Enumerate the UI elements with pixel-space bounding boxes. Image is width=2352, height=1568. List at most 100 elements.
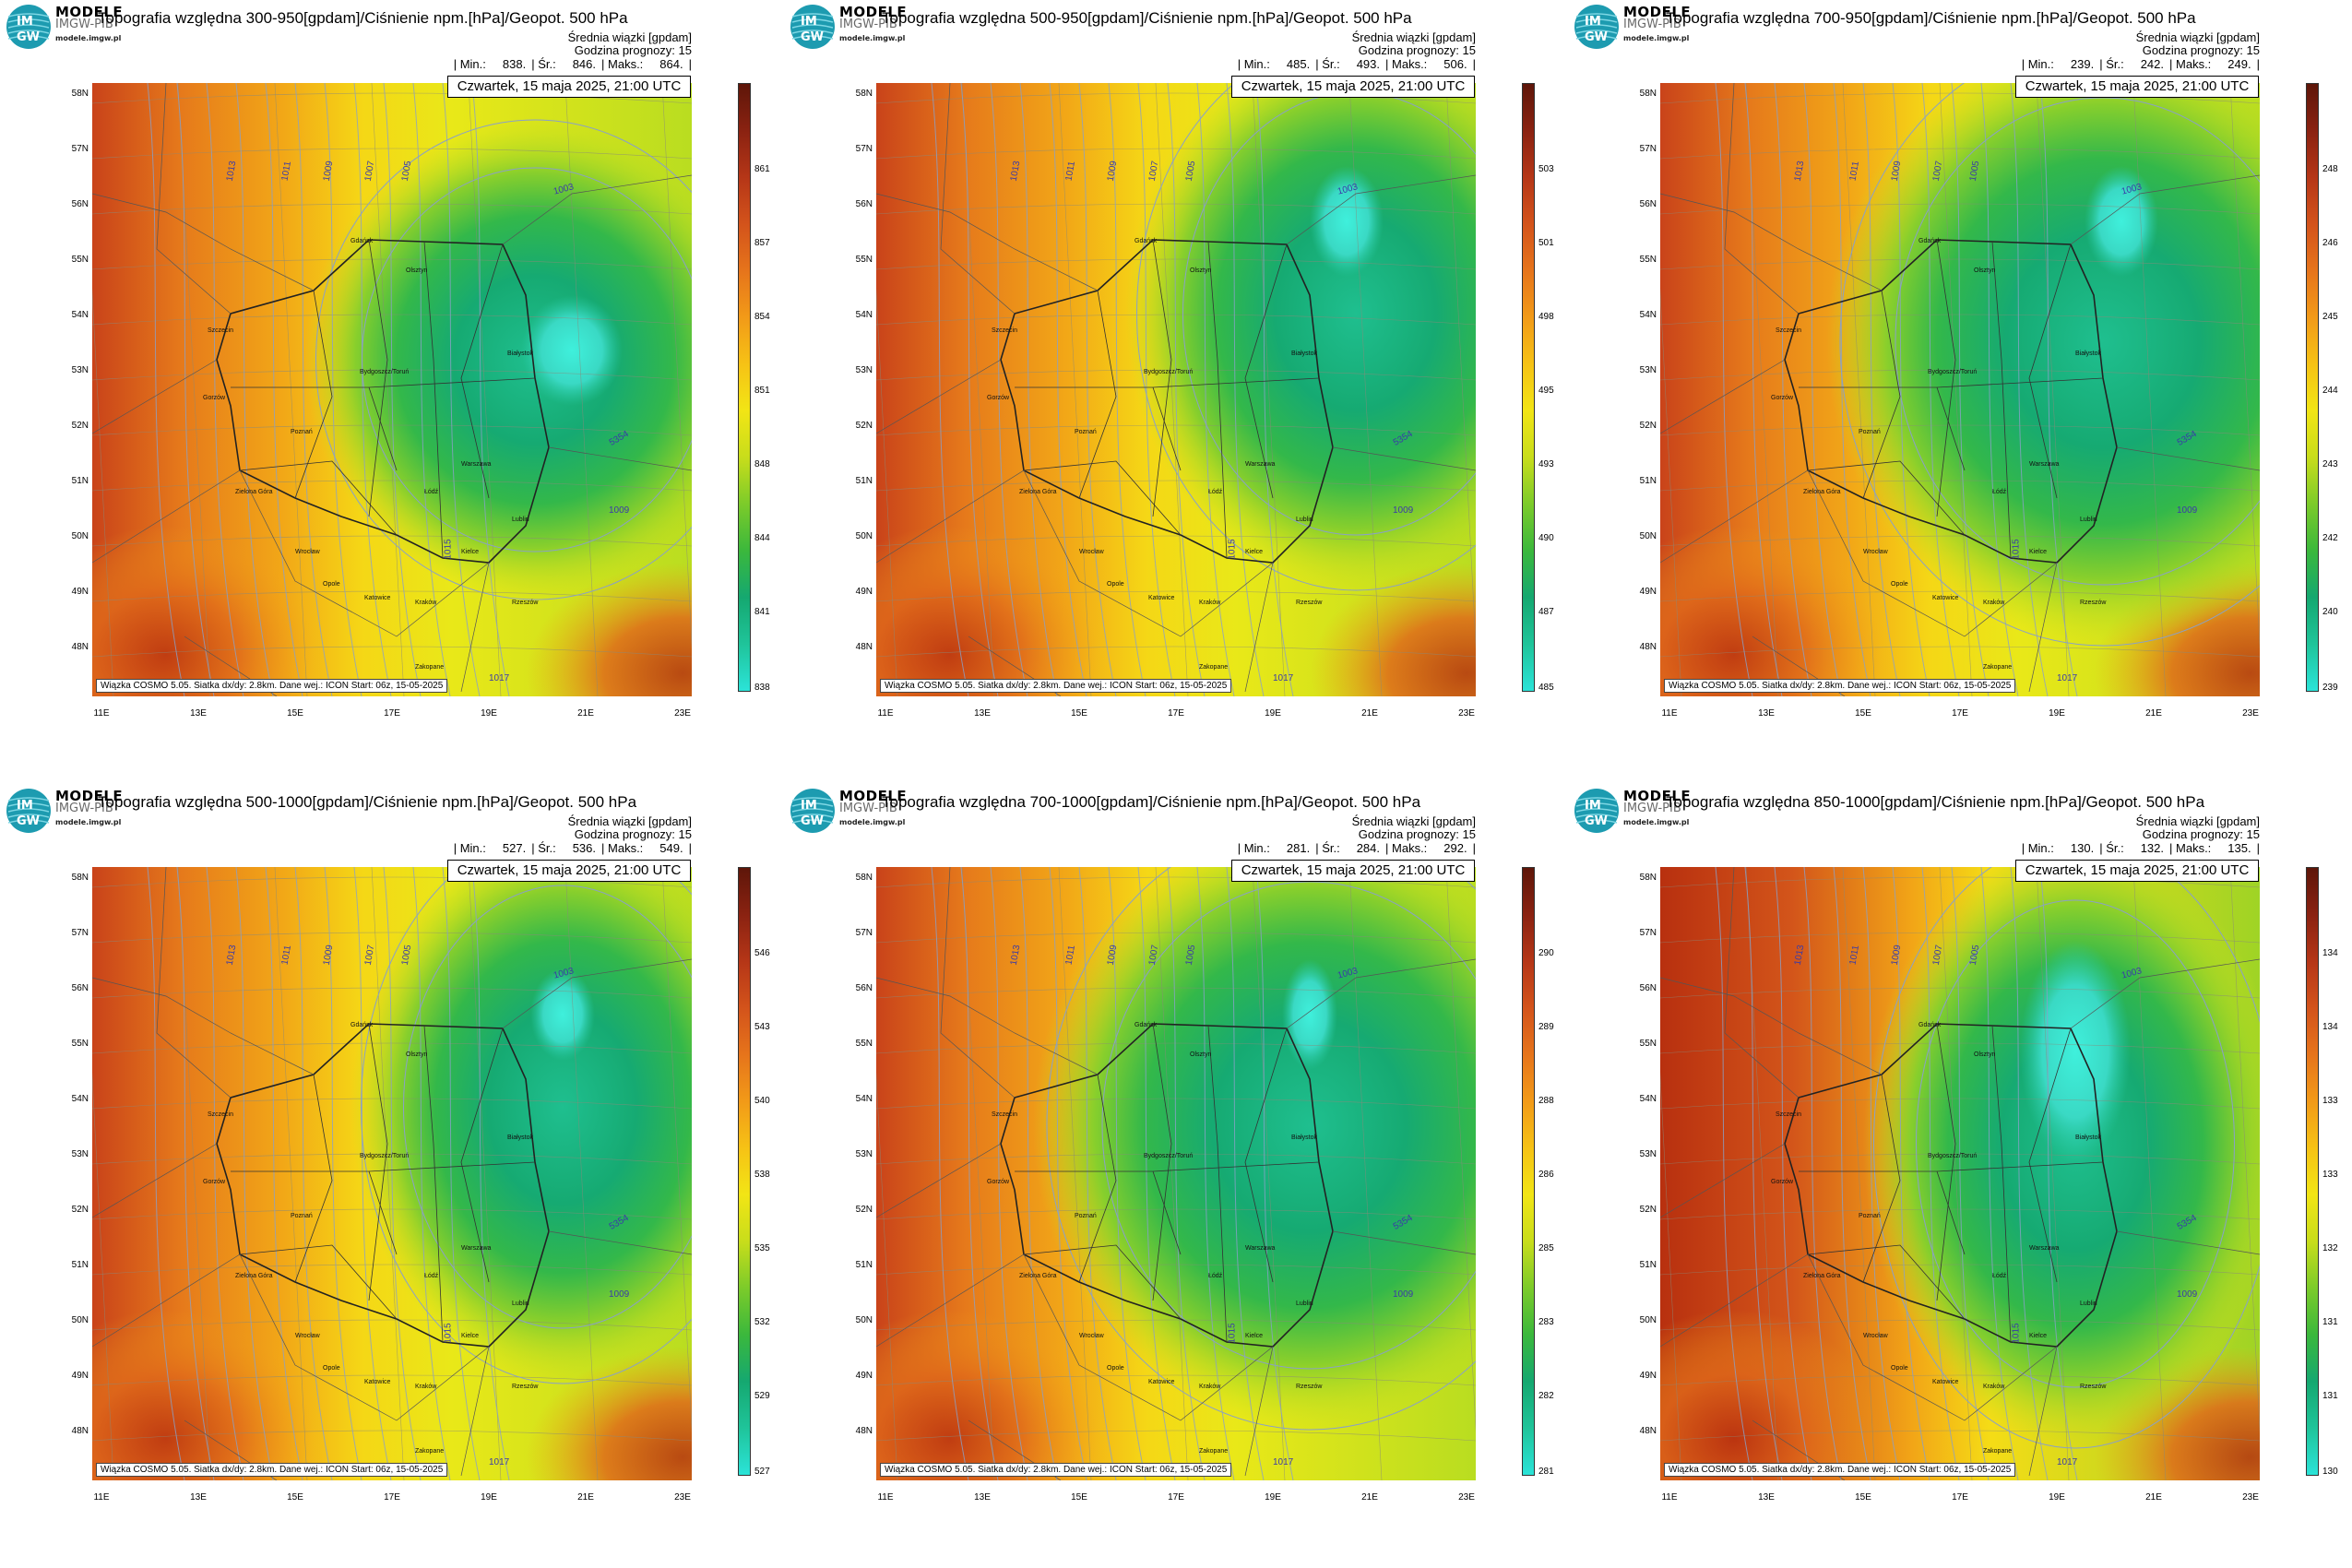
lon-tick-label: 23E [2242,1492,2259,1503]
lon-tick-label: 11E [93,708,110,719]
map-panel: IM GW MODELE IMGW-PIB modele.imgw.pl Topograf… [0,0,784,784]
panel-meta: Średnia wiązki [gpdam] Godzina prognozy: … [568,815,692,841]
forecast-hour: Godzina prognozy: 15 [2142,43,2260,57]
max-label: | Maks.: [2169,841,2212,855]
city-label: Szczecin [1776,327,1802,334]
colorbar-tick-label: 133 [2322,1170,2338,1180]
colorbar-tick-label: 851 [754,386,770,396]
city-label: Katowice [1932,1379,1959,1385]
lat-tick-label: 52N [855,1205,873,1215]
colorbar [1522,83,1535,692]
city-label: Szczecin [1776,1111,1802,1118]
forecast-hour: Godzina prognozy: 15 [574,43,692,57]
city-label: Wrocław [1079,1333,1104,1339]
colorbar-tick-label: 532 [754,1317,770,1327]
city-label: Lublin [512,1301,529,1307]
city-label: Lublin [512,517,529,523]
svg-text:GW: GW [801,814,824,828]
colorbar [738,867,751,1476]
forecast-hour: Godzina prognozy: 15 [2142,827,2260,841]
city-label: Łódź [1208,1273,1223,1279]
isobar-label: 1017 [2057,1457,2078,1467]
city-label: Gorzów [987,395,1010,401]
lon-tick-label: 11E [877,1492,894,1503]
forecast-hour: Godzina prognozy: 15 [1358,43,1476,57]
lat-tick-label: 53N [71,365,89,375]
city-label: Zielona Góra [235,489,273,495]
subtitle: Średnia wiązki [gpdam] [567,30,692,44]
lat-tick-label: 55N [1639,255,1657,265]
stats-line: | Min.: 527. | Śr.: 536. | Maks.: 549. | [454,841,692,855]
brand-sub: IMGW-PIB [55,18,113,31]
city-label: Kraków [1199,600,1221,606]
city-label: Olsztyn [1974,1051,1996,1058]
colorbar-tick-label: 838 [754,683,770,693]
isobar-label: 1009 [1393,1289,1414,1300]
lat-tick-label: 51N [855,476,873,486]
city-label: Szczecin [992,1111,1018,1118]
lon-tick-label: 13E [190,1492,207,1503]
city-label: Opole [1107,581,1124,588]
credit-box: Wiązka COSMO 5.05. Siatka dx/dy: 2.8km. … [880,1463,1232,1477]
city-label: Lublin [2080,517,2097,523]
lat-tick-label: 51N [71,1260,89,1270]
lat-tick-label: 49N [855,1371,873,1381]
lat-tick-label: 55N [855,255,873,265]
lat-tick-label: 51N [1639,1260,1657,1270]
forecast-hour: Godzina prognozy: 15 [1358,827,1476,841]
subtitle: Średnia wiązki [gpdam] [1351,814,1476,828]
brand-name: MODELE [55,788,124,804]
city-label: Gorzów [987,1179,1010,1185]
mean-label: | Śr.: [1315,841,1340,855]
lat-tick-label: 50N [71,531,89,541]
colorbar [2306,83,2319,692]
lat-tick-label: 53N [71,1149,89,1159]
brand-url: modele.imgw.pl [55,34,122,42]
colorbar-tick-label: 286 [1538,1170,1554,1180]
lat-tick-label: 50N [855,531,873,541]
lon-tick-label: 21E [1361,708,1378,719]
lat-tick-label: 58N [1639,873,1657,883]
lat-tick-label: 54N [855,1094,873,1104]
isobar-label: 1017 [2057,673,2078,683]
city-label: Poznań [1075,429,1097,435]
lat-tick-label: 57N [1639,144,1657,154]
mean-value: 132. [2140,841,2165,855]
lat-tick-label: 48N [71,642,89,652]
panel-meta: Średnia wiązki [gpdam] Godzina prognozy: … [1352,31,1476,57]
colorbar-tick-label: 289 [1538,1022,1554,1032]
credit-box: Wiązka COSMO 5.05. Siatka dx/dy: 2.8km. … [880,679,1232,693]
lat-tick-label: 51N [855,1260,873,1270]
city-label: Olsztyn [1190,267,1212,274]
subtitle: Średnia wiązki [gpdam] [567,814,692,828]
city-label: Gorzów [1771,1179,1794,1185]
lon-tick-label: 23E [2242,708,2259,719]
subtitle: Średnia wiązki [gpdam] [2135,30,2260,44]
min-value: 281. [1286,841,1311,855]
lon-tick-label: 13E [1758,708,1775,719]
colorbar-tick-label: 244 [2322,386,2338,396]
credit-box: Wiązka COSMO 5.05. Siatka dx/dy: 2.8km. … [1664,679,2016,693]
brand-name: MODELE [55,4,124,20]
lon-tick-label: 15E [1071,708,1087,719]
lat-tick-label: 52N [1639,421,1657,431]
lat-tick-label: 50N [71,1315,89,1325]
colorbar-tick-label: 844 [754,533,770,543]
lon-tick-label: 13E [1758,1492,1775,1503]
city-label: Lublin [2080,1301,2097,1307]
city-label: Rzeszów [2080,1384,2107,1390]
city-label: Poznań [1075,1213,1097,1219]
lat-tick-label: 49N [1639,1371,1657,1381]
lat-tick-label: 48N [855,642,873,652]
stats-line: | Min.: 281. | Śr.: 284. | Maks.: 292. | [1238,841,1476,855]
city-label: Warszawa [2029,1245,2060,1252]
imgw-logo-icon: IM GW [790,4,836,50]
city-label: Łódź [424,1273,439,1279]
colorbar-tick-label: 134 [2322,1022,2338,1032]
colorbar-tick-label: 493 [1538,459,1554,469]
max-value: 864. [659,57,683,71]
brand-url: modele.imgw.pl [1623,34,1690,42]
colorbar-tick-label: 132 [2322,1243,2338,1253]
date-box: Czwartek, 15 maja 2025, 21:00 UTC [447,76,691,98]
svg-text:GW: GW [801,30,824,44]
